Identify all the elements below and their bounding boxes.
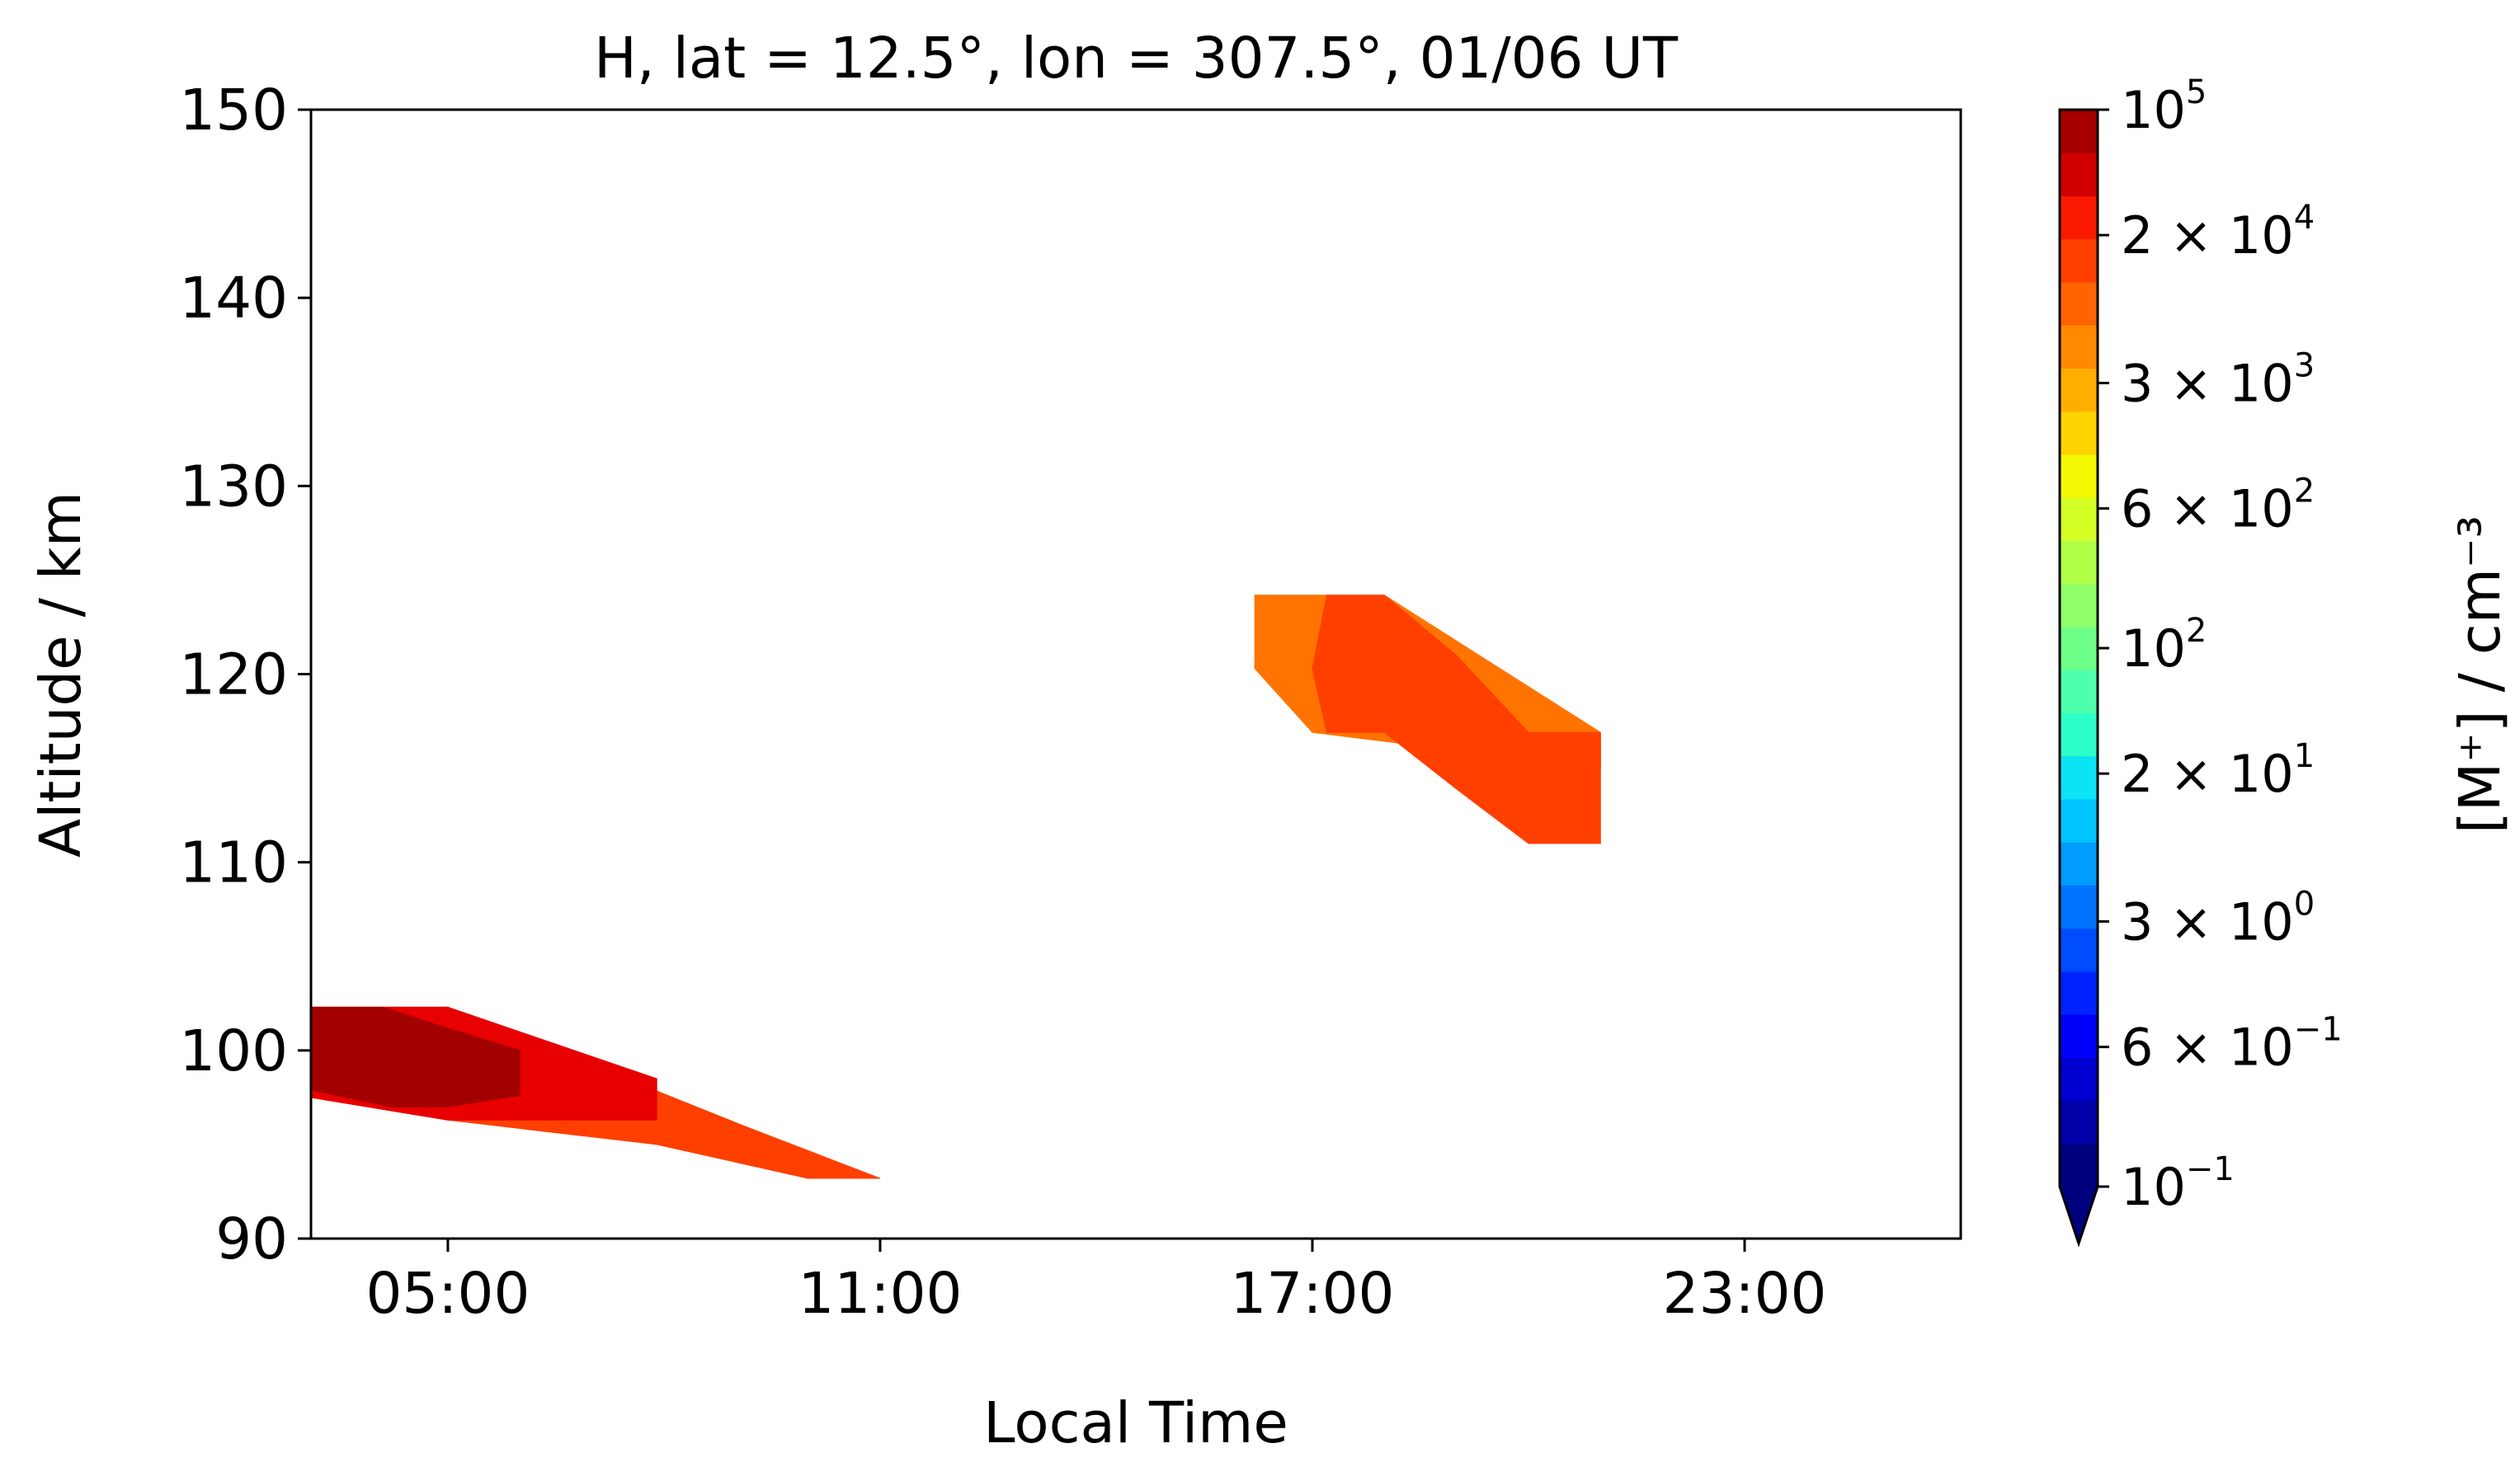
colorbar-tick-label: 3 × 100 <box>2121 885 2315 952</box>
colorbar-level <box>2060 368 2098 412</box>
colorbar-level <box>2060 238 2098 283</box>
x-tick-label: 11:00 <box>798 1261 963 1327</box>
colorbar-level <box>2060 153 2098 197</box>
colorbar-level <box>2060 110 2098 153</box>
colorbar-level <box>2060 454 2098 498</box>
colorbar-level <box>2060 411 2098 455</box>
low-altitude-layer <box>310 1006 881 1179</box>
colorbar-level <box>2060 885 2098 929</box>
colorbar-ticks: 10−1 6 × 10−1 3 × 100 2 × 101 102 6 × 102 3 × … <box>2098 73 2343 1217</box>
colorbar-level <box>2060 712 2098 757</box>
plot-area: 05:00 11:00 17:00 23:00 90 100 110 120 130 140 15… <box>179 78 1962 1327</box>
colorbar-tick-label: 2 × 101 <box>2121 737 2315 804</box>
colorbar-tick-label: 105 <box>2121 73 2207 140</box>
y-tick-label: 130 <box>179 454 288 520</box>
colorbar: 10−1 6 × 10−1 3 × 100 2 × 101 102 6 × 102 3 × … <box>2058 73 2343 1248</box>
colorbar-level <box>2060 497 2098 541</box>
y-axis: 90 100 110 120 130 140 150 <box>179 78 311 1272</box>
colorbar-levels <box>2060 110 2098 1244</box>
colorbar-level <box>2060 928 2098 972</box>
colorbar-tick-label: 6 × 102 <box>2121 473 2315 539</box>
colorbar-level <box>2060 281 2098 326</box>
colorbar-level <box>2060 626 2098 670</box>
x-tick-label: 23:00 <box>1663 1261 1827 1327</box>
x-axis: 05:00 11:00 17:00 23:00 <box>366 1239 1827 1327</box>
colorbar-level <box>2060 971 2098 1015</box>
x-tick-label: 17:00 <box>1231 1261 1395 1327</box>
colorbar-level <box>2060 540 2098 585</box>
colorbar-level <box>2060 1057 2098 1102</box>
colorbar-level <box>2060 1014 2098 1058</box>
y-tick-label: 100 <box>179 1018 288 1084</box>
colorbar-tick-label: 2 × 104 <box>2121 199 2315 266</box>
colorbar-level <box>2060 195 2098 240</box>
colorbar-level <box>2060 755 2098 800</box>
x-axis-label: Local Time <box>983 1390 1288 1456</box>
colorbar-label: [M⁺] / cm⁻³ <box>2447 515 2513 834</box>
colorbar-extend-min <box>2060 1187 2098 1244</box>
y-tick-label: 150 <box>179 78 288 143</box>
colorbar-outline <box>2058 108 2099 1248</box>
chart-title: H, lat = 12.5°, lon = 307.5°, 01/06 UT <box>594 26 1679 92</box>
y-tick-label: 90 <box>215 1206 288 1272</box>
colorbar-tick-label: 6 × 10−1 <box>2121 1011 2343 1078</box>
low-altitude-layer-band-3 <box>310 1006 520 1107</box>
colorbar-level <box>2060 670 2098 713</box>
y-axis-label: Altitude / km <box>28 491 94 858</box>
colorbar-tick-label: 3 × 103 <box>2121 346 2315 413</box>
colorbar-frame <box>2058 108 2099 1248</box>
colorbar-level <box>2060 325 2098 369</box>
colorbar-level <box>2060 842 2098 886</box>
y-tick-label: 120 <box>179 642 288 708</box>
colorbar-level <box>2060 798 2098 843</box>
colorbar-level <box>2060 1100 2098 1145</box>
colorbar-tick-label: 102 <box>2121 612 2207 679</box>
contour-regions <box>310 595 1601 1179</box>
y-tick-label: 110 <box>179 830 288 896</box>
colorbar-tick-label: 10−1 <box>2121 1150 2235 1217</box>
x-tick-label: 05:00 <box>366 1261 530 1327</box>
y-tick-label: 140 <box>179 266 288 331</box>
colorbar-level <box>2060 583 2098 628</box>
colorbar-level <box>2060 1143 2098 1187</box>
high-altitude-layer-band-2 <box>1312 595 1601 844</box>
high-altitude-layer <box>1254 595 1601 844</box>
